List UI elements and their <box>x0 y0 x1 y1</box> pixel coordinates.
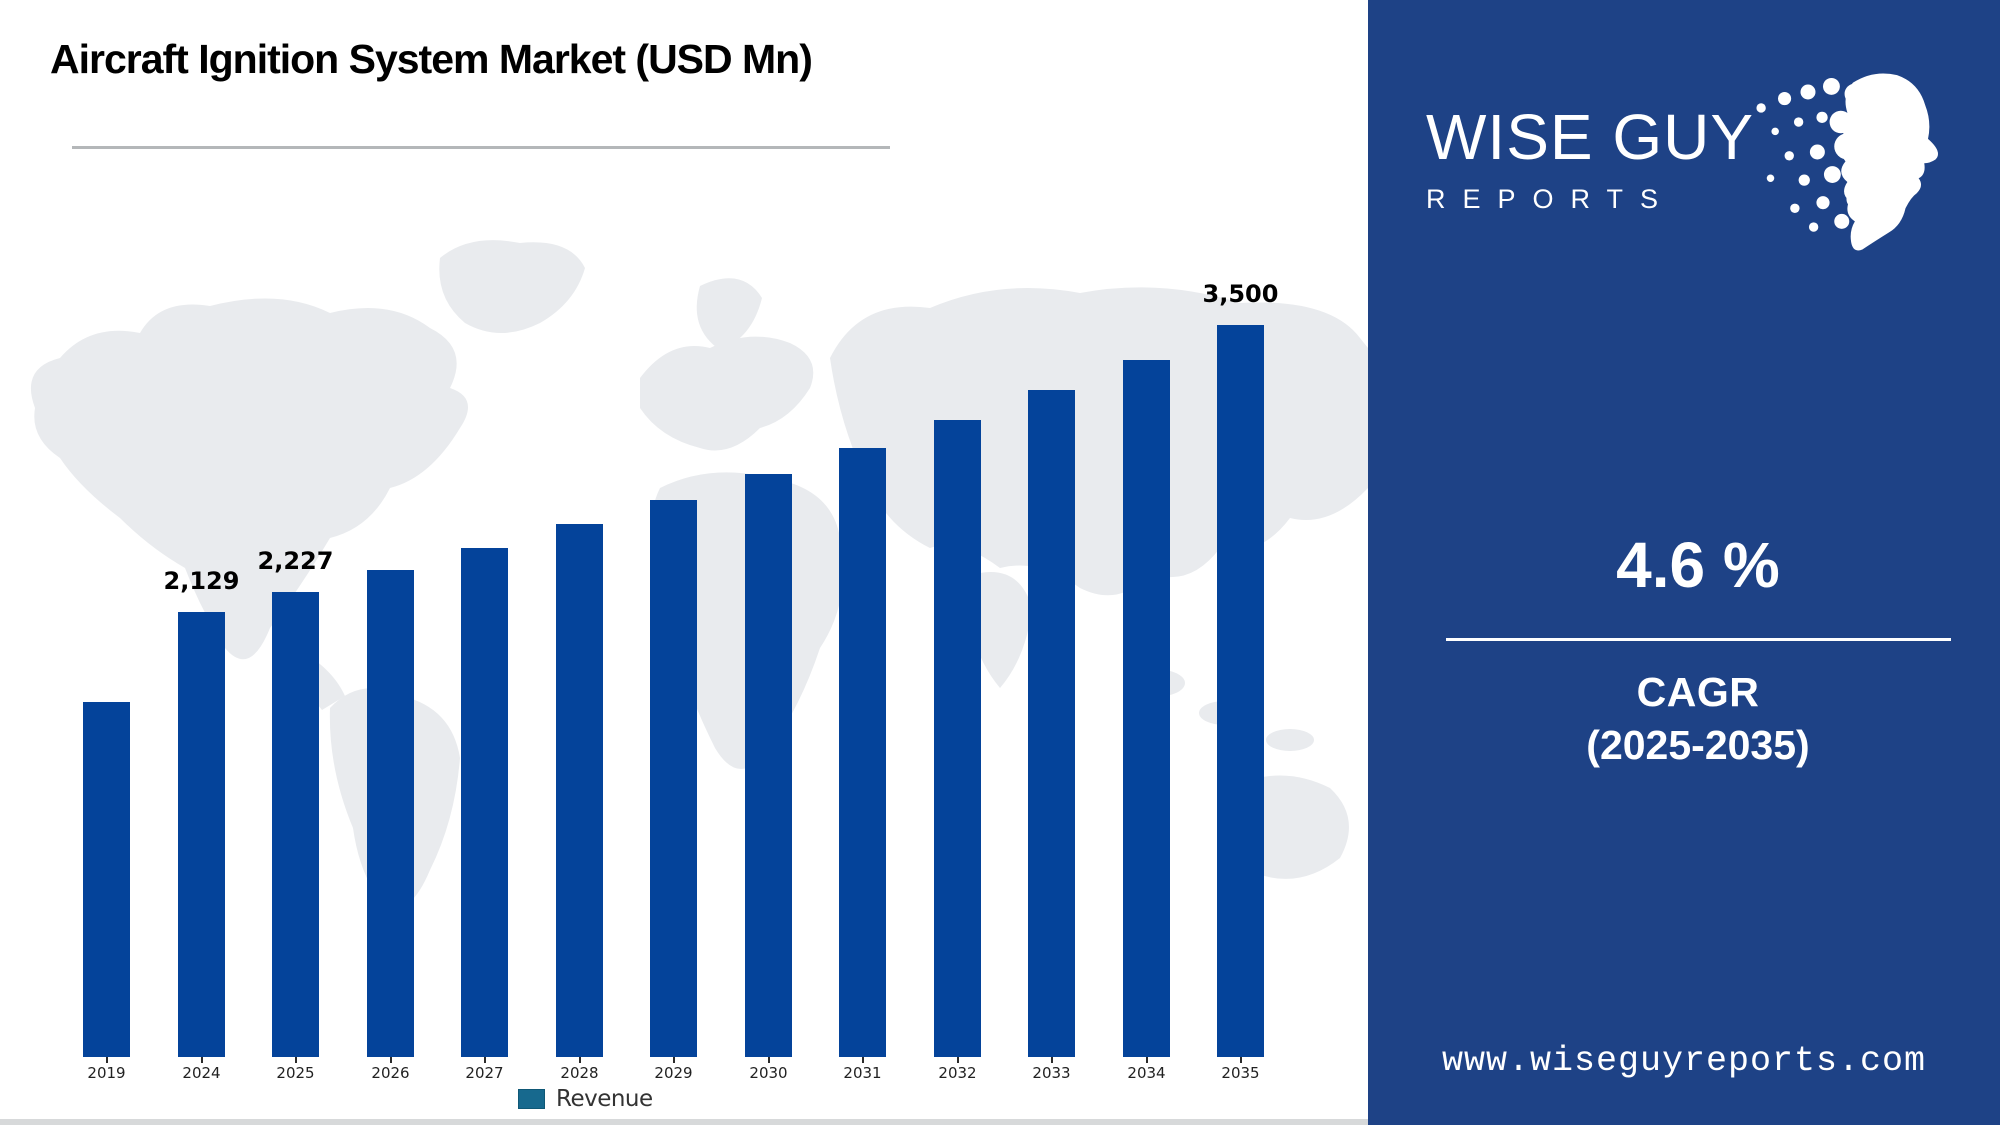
brand-subtitle: REPORTS <box>1426 184 1676 214</box>
x-tick-2035 <box>1239 1057 1242 1063</box>
year-label-2024: 2024 <box>182 1064 221 1082</box>
bar-2032 <box>934 420 981 1057</box>
bar-2029 <box>650 500 697 1057</box>
year-label-2030: 2030 <box>749 1064 788 1082</box>
x-tick-2034 <box>1145 1057 1148 1063</box>
legend-label: Revenue <box>556 1086 653 1112</box>
legend-swatch <box>518 1089 545 1109</box>
cagr-divider <box>1445 638 1951 641</box>
value-label-2025: 2,227 <box>257 547 334 575</box>
year-label-2019: 2019 <box>87 1064 126 1082</box>
x-tick-2027 <box>483 1057 486 1063</box>
x-tick-2026 <box>389 1057 392 1063</box>
bar-2027 <box>461 548 508 1057</box>
year-label-2025: 2025 <box>276 1064 315 1082</box>
cagr-block: 4.6 % CAGR (2025-2035) <box>1368 528 2000 769</box>
cagr-value: 4.6 % <box>1616 529 1780 601</box>
value-label-2024: 2,129 <box>163 567 240 595</box>
x-tick-2031 <box>861 1057 864 1063</box>
x-tick-2028 <box>578 1057 581 1063</box>
x-tick-2024 <box>200 1057 203 1063</box>
year-label-2028: 2028 <box>560 1064 599 1082</box>
bar-2033 <box>1028 390 1075 1057</box>
page-title: Aircraft Ignition System Market (USD Mn) <box>50 36 813 82</box>
x-tick-2032 <box>956 1057 959 1063</box>
year-label-2026: 2026 <box>371 1064 410 1082</box>
website-url: www.wiseguyreports.com <box>1441 1041 1927 1081</box>
bar-2035 <box>1217 325 1264 1057</box>
bar-2031 <box>839 448 886 1057</box>
bar-2030 <box>745 474 792 1057</box>
legend: Revenue <box>518 1086 653 1112</box>
bar-2034 <box>1123 360 1170 1057</box>
brand-logo: WISE GUY REPORTS <box>1426 62 1966 262</box>
value-label-2035: 3,500 <box>1202 280 1279 308</box>
cagr-range: (2025-2035) <box>1586 722 1810 768</box>
title-underline <box>72 146 890 149</box>
bar-2026 <box>367 570 414 1057</box>
bar-2028 <box>556 524 603 1057</box>
chart-region: Aircraft Ignition System Market (USD Mn) <box>0 36 1368 1125</box>
bar-chart: 2019 2024 2,129 2025 2,227 2026 2027 2028 2029 20… <box>83 280 1279 1082</box>
x-tick-2025 <box>294 1057 297 1063</box>
year-label-2032: 2032 <box>938 1064 977 1082</box>
year-label-2035: 2035 <box>1221 1064 1260 1082</box>
year-label-2034: 2034 <box>1127 1064 1166 1082</box>
year-label-2029: 2029 <box>654 1064 693 1082</box>
bar-2019 <box>83 702 130 1057</box>
bar-2024 <box>178 612 225 1057</box>
x-tick-2033 <box>1050 1057 1053 1063</box>
brand-name: WISE GUY <box>1426 101 1755 173</box>
bottom-border <box>0 1119 1368 1125</box>
brand-text: WISE GUY REPORTS <box>1426 100 1766 215</box>
cagr-label: CAGR <box>1636 669 1760 715</box>
x-tick-2030 <box>767 1057 770 1063</box>
bar-2025 <box>272 592 319 1057</box>
x-tick-2029 <box>672 1057 675 1063</box>
year-label-2033: 2033 <box>1032 1064 1071 1082</box>
brand-panel: WISE GUY REPORTS <box>1368 0 2000 1125</box>
year-label-2031: 2031 <box>843 1064 882 1082</box>
head-profile-dots-icon <box>1756 73 1938 251</box>
x-tick-2019 <box>105 1057 108 1063</box>
year-label-2027: 2027 <box>465 1064 504 1082</box>
